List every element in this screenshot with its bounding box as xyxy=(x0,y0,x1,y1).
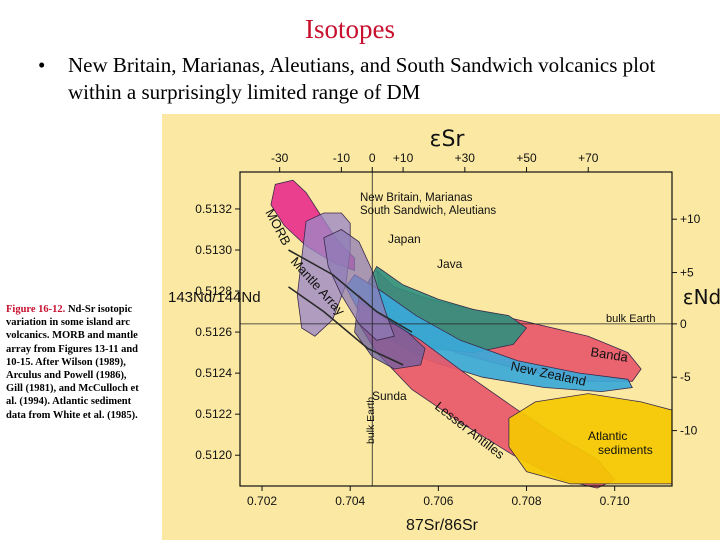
bulk-earth-vertical-label: bulk Earth xyxy=(365,397,377,444)
top-tick-label: -10 xyxy=(333,151,351,165)
y-tick-label: 0.5122 xyxy=(195,407,232,421)
atlantic-sediments-label-line-1: Atlantic xyxy=(588,429,627,443)
java-label: Java xyxy=(437,257,463,271)
caption-text: Nd-Sr isotopic variation in some island … xyxy=(6,304,139,421)
top-tick-label: 0 xyxy=(369,151,376,165)
y-tick-label: 0.5124 xyxy=(195,366,232,380)
right-tick-label: -5 xyxy=(680,370,691,384)
bottom-axis-label: 87Sr/86Sr xyxy=(406,517,479,534)
y-tick-label: 0.5128 xyxy=(195,284,232,298)
right-tick-label: +5 xyxy=(680,266,694,280)
top-tick-label: +50 xyxy=(516,151,537,165)
left-axis-label: 143Nd/144Nd xyxy=(168,289,261,306)
x-tick-label: 0.710 xyxy=(600,494,630,508)
x-tick-label: 0.702 xyxy=(247,494,277,508)
axes-layer: 0.702 0.704 0.706 0.708 0.710 0.5120 0.5122 0.5… xyxy=(168,127,720,534)
top-tick-label: +30 xyxy=(455,151,476,165)
right-tick-label: +10 xyxy=(680,212,701,226)
figure-caption: Figure 16-12. Nd-Sr isotopic variation i… xyxy=(6,303,146,422)
fields-layer xyxy=(270,179,673,489)
y-tick-label: 0.5126 xyxy=(195,325,232,339)
right-tick-label: -10 xyxy=(680,424,698,438)
top-axis-label: εSr xyxy=(430,127,466,152)
x-tick-label: 0.704 xyxy=(335,494,365,508)
new-britain-label-line-2: South Sandwich, Aleutians xyxy=(360,205,496,217)
figure-label: Figure 16-12. xyxy=(6,304,66,315)
banda-label: Banda xyxy=(590,344,630,365)
mantle-array-upper-line xyxy=(288,249,413,333)
sunda-label: Sunda xyxy=(372,389,407,403)
plot-frame xyxy=(239,171,673,487)
field-japan xyxy=(323,229,395,341)
bulk-earth-horizontal-label: bulk Earth xyxy=(606,313,656,325)
top-tick-label: +70 xyxy=(578,151,599,165)
bullet-marker: • xyxy=(38,53,46,77)
nd-sr-isotope-chart: 0.702 0.704 0.706 0.708 0.710 0.5120 0.5122 0.5… xyxy=(162,114,720,540)
mantle-array-layer xyxy=(288,249,413,366)
atlantic-sediments-label-line-2: sediments xyxy=(598,443,653,457)
mantle-array-lower-line xyxy=(288,286,404,366)
slide-title: Isotopes xyxy=(305,14,395,44)
y-tick-label: 0.5130 xyxy=(195,243,232,257)
y-tick-label: 0.5120 xyxy=(195,448,232,462)
new-britain-label-line-1: New Britain, Marianas xyxy=(360,192,473,204)
right-axis-label: εNd xyxy=(683,285,720,309)
x-tick-label: 0.708 xyxy=(512,494,542,508)
japan-label: Japan xyxy=(388,232,421,246)
top-tick-label: -30 xyxy=(271,151,289,165)
x-tick-label: 0.706 xyxy=(423,494,453,508)
right-tick-label: 0 xyxy=(680,317,687,331)
bullet-text: New Britain, Marianas, Aleutians, and So… xyxy=(68,53,656,104)
top-tick-label: +10 xyxy=(393,151,414,165)
y-tick-label: 0.5132 xyxy=(195,202,232,216)
